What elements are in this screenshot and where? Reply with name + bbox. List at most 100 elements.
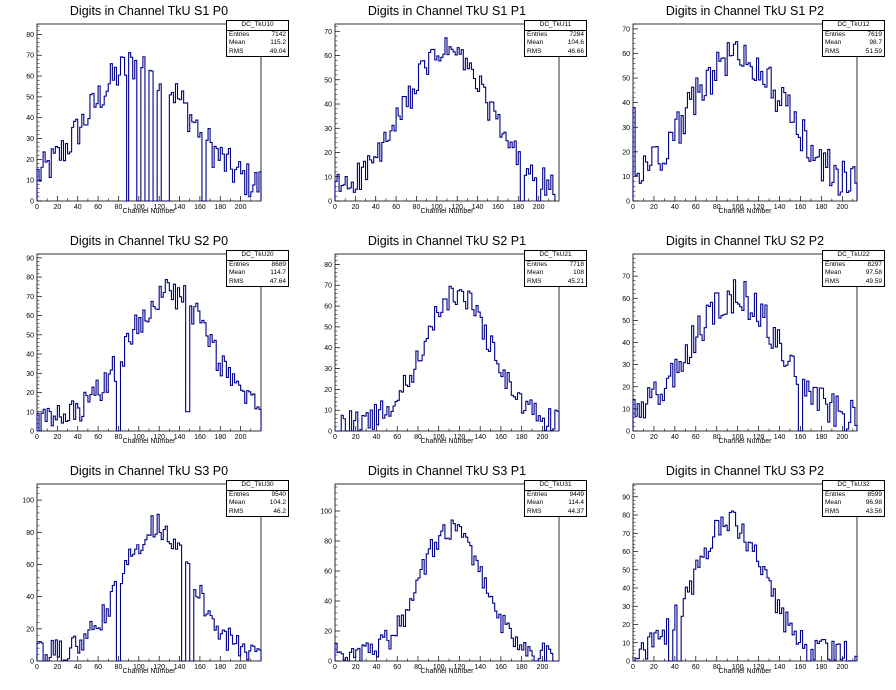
y-tick-label: 50	[26, 94, 34, 101]
stats-entries-label: Entries	[527, 260, 548, 268]
x-axis-label: Channel Number	[122, 208, 176, 215]
x-tick-label: 200	[837, 664, 849, 671]
stats-mean-row: Mean 98.7	[823, 39, 884, 48]
x-tick-label: 100	[732, 204, 744, 211]
x-tick-label: 200	[235, 204, 247, 211]
histogram-line	[36, 52, 262, 202]
stats-mean-label: Mean	[229, 499, 246, 506]
x-tick-label: 80	[413, 204, 421, 211]
x-tick-label: 40	[671, 664, 679, 671]
histogram-title: Digits in Channel TkU S2 P1	[367, 234, 527, 248]
y-tick-label: 40	[622, 586, 630, 593]
stats-rms-label: RMS	[825, 507, 840, 515]
y-tick-label: 0	[328, 199, 332, 206]
x-tick-label: 160	[795, 664, 807, 671]
y-tick-label: 40	[622, 340, 630, 347]
y-tick-label: 30	[26, 371, 34, 378]
stats-mean-label: Mean	[825, 269, 842, 276]
y-tick-label: 70	[622, 274, 630, 281]
stats-box: DC_TkU31 Entries 9449 Mean 114.4 RMS 44.37	[524, 480, 587, 517]
histogram-title: Digits in Channel TkU S3 P1	[367, 464, 527, 478]
stats-mean-row: Mean 104.2	[227, 499, 288, 508]
stats-entries-value: 8689	[271, 260, 286, 268]
y-tick-label: 60	[324, 569, 332, 576]
stats-rms-row: RMS 46.66	[525, 48, 586, 57]
stats-mean-row: Mean 115.2	[227, 39, 288, 48]
stats-box: DC_TkU11 Entries 7284 Mean 104.6 RMS 46.66	[524, 20, 587, 57]
stats-rms-row: RMS 47.64	[227, 278, 288, 287]
stats-mean-label: Mean	[527, 39, 544, 46]
y-tick-label: 20	[622, 384, 630, 391]
stats-rms-label: RMS	[527, 277, 542, 285]
stats-box: DC_TkU12 Entries 7619 Mean 98.7 RMS 51.59	[822, 20, 885, 57]
histogram-pad: 0 20 40 60 80 100 120 140 160 180 200 0 10 20 30 40 50 60…	[596, 230, 894, 460]
y-tick-label: 40	[324, 345, 332, 352]
y-tick-label: 30	[622, 362, 630, 369]
x-tick-label: 0	[333, 664, 337, 671]
y-tick-label: 50	[622, 567, 630, 574]
x-axis-label: Channel Number	[420, 668, 474, 675]
x-tick-label: 20	[53, 664, 61, 671]
y-tick-label: 50	[324, 324, 332, 331]
x-tick-label: 0	[35, 664, 39, 671]
y-tick-label: 0	[30, 429, 34, 436]
histogram-line	[36, 279, 262, 432]
y-tick-label: 10	[26, 409, 34, 416]
stats-box: DC_TkU30 Entries 9540 Mean 104.2 RMS 46.2	[226, 480, 289, 517]
stats-mean-value: 104.6	[567, 39, 584, 46]
stats-entries-label: Entries	[229, 30, 250, 38]
x-tick-label: 200	[533, 204, 545, 211]
x-tick-label: 80	[115, 204, 123, 211]
x-tick-label: 0	[631, 434, 635, 441]
stats-box: DC_TkU22 Entries 8297 Mean 97.58 RMS 49.59	[822, 250, 885, 287]
x-tick-label: 180	[512, 204, 524, 211]
stats-histogram-name: DC_TkU11	[525, 21, 586, 31]
x-tick-label: 20	[352, 434, 360, 441]
y-tick-label: 60	[26, 74, 34, 81]
x-tick-label: 200	[837, 204, 849, 211]
histogram-plot: 0 20 40 60 80 100 120 140 160 180 200 0 10 20 30 40 50 60…	[324, 23, 560, 211]
stats-entries-label: Entries	[825, 260, 846, 268]
stats-mean-row: Mean 96.98	[823, 499, 884, 508]
stats-entries-value: 8599	[867, 490, 882, 498]
stats-rms-row: RMS 45.21	[525, 278, 586, 287]
histogram-title: Digits in Channel TkU S1 P0	[69, 4, 229, 18]
x-tick-label: 180	[816, 664, 828, 671]
y-tick-label: 60	[26, 562, 34, 569]
stats-rms-label: RMS	[229, 507, 244, 515]
histogram-pad: 0 20 40 60 80 100 120 140 160 180 200 0 10 20 30 40 50 60…	[596, 460, 894, 690]
histogram-pad: 0 20 40 60 80 100 120 140 160 180 200 0 10 20 30 40 50 60…	[0, 230, 298, 460]
histogram-pad: 0 20 40 60 80 100 120 140 160 180 200 0 20 40 60 80 100 D…	[298, 460, 596, 690]
x-tick-label: 140	[472, 204, 484, 211]
histogram-pad: 0 20 40 60 80 100 120 140 160 180 200 0 10 20 30 40 50 60…	[298, 0, 596, 230]
y-tick-label: 100	[320, 509, 332, 516]
stats-mean-label: Mean	[229, 269, 246, 276]
x-tick-label: 140	[774, 434, 786, 441]
stats-histogram-name: DC_TkU10	[227, 21, 288, 31]
plot-frame	[632, 483, 858, 662]
histogram-line	[632, 41, 858, 201]
stats-mean-label: Mean	[825, 39, 842, 46]
stats-histogram-name: DC_TkU31	[525, 481, 586, 491]
stats-histogram-name: DC_TkU32	[823, 481, 884, 491]
stats-rms-value: 49.04	[269, 47, 286, 55]
y-tick-label: 80	[26, 275, 34, 282]
stats-entries-label: Entries	[527, 30, 548, 38]
stats-mean-value: 114.4	[568, 499, 584, 506]
y-tick-label: 0	[626, 659, 630, 666]
x-tick-label: 180	[816, 204, 828, 211]
x-tick-label: 120	[753, 434, 765, 441]
stats-rms-row: RMS 51.59	[823, 48, 884, 57]
histogram-plot: 0 20 40 60 80 100 120 140 160 180 200 0 10 20 30 40 50 60…	[622, 23, 858, 211]
x-tick-label: 180	[816, 434, 828, 441]
x-axis-label: Channel Number	[420, 208, 474, 215]
y-tick-label: 30	[622, 604, 630, 611]
x-tick-label: 100	[732, 434, 744, 441]
x-tick-label: 80	[713, 664, 721, 671]
x-tick-label: 60	[393, 434, 401, 441]
x-tick-label: 140	[774, 204, 786, 211]
x-tick-label: 80	[414, 664, 422, 671]
x-tick-label: 80	[414, 434, 422, 441]
histogram-plot: 0 20 40 60 80 100 120 140 160 180 200 0 10 20 30 40 50 60…	[26, 23, 262, 211]
stats-rms-row: RMS 46.2	[227, 508, 288, 517]
